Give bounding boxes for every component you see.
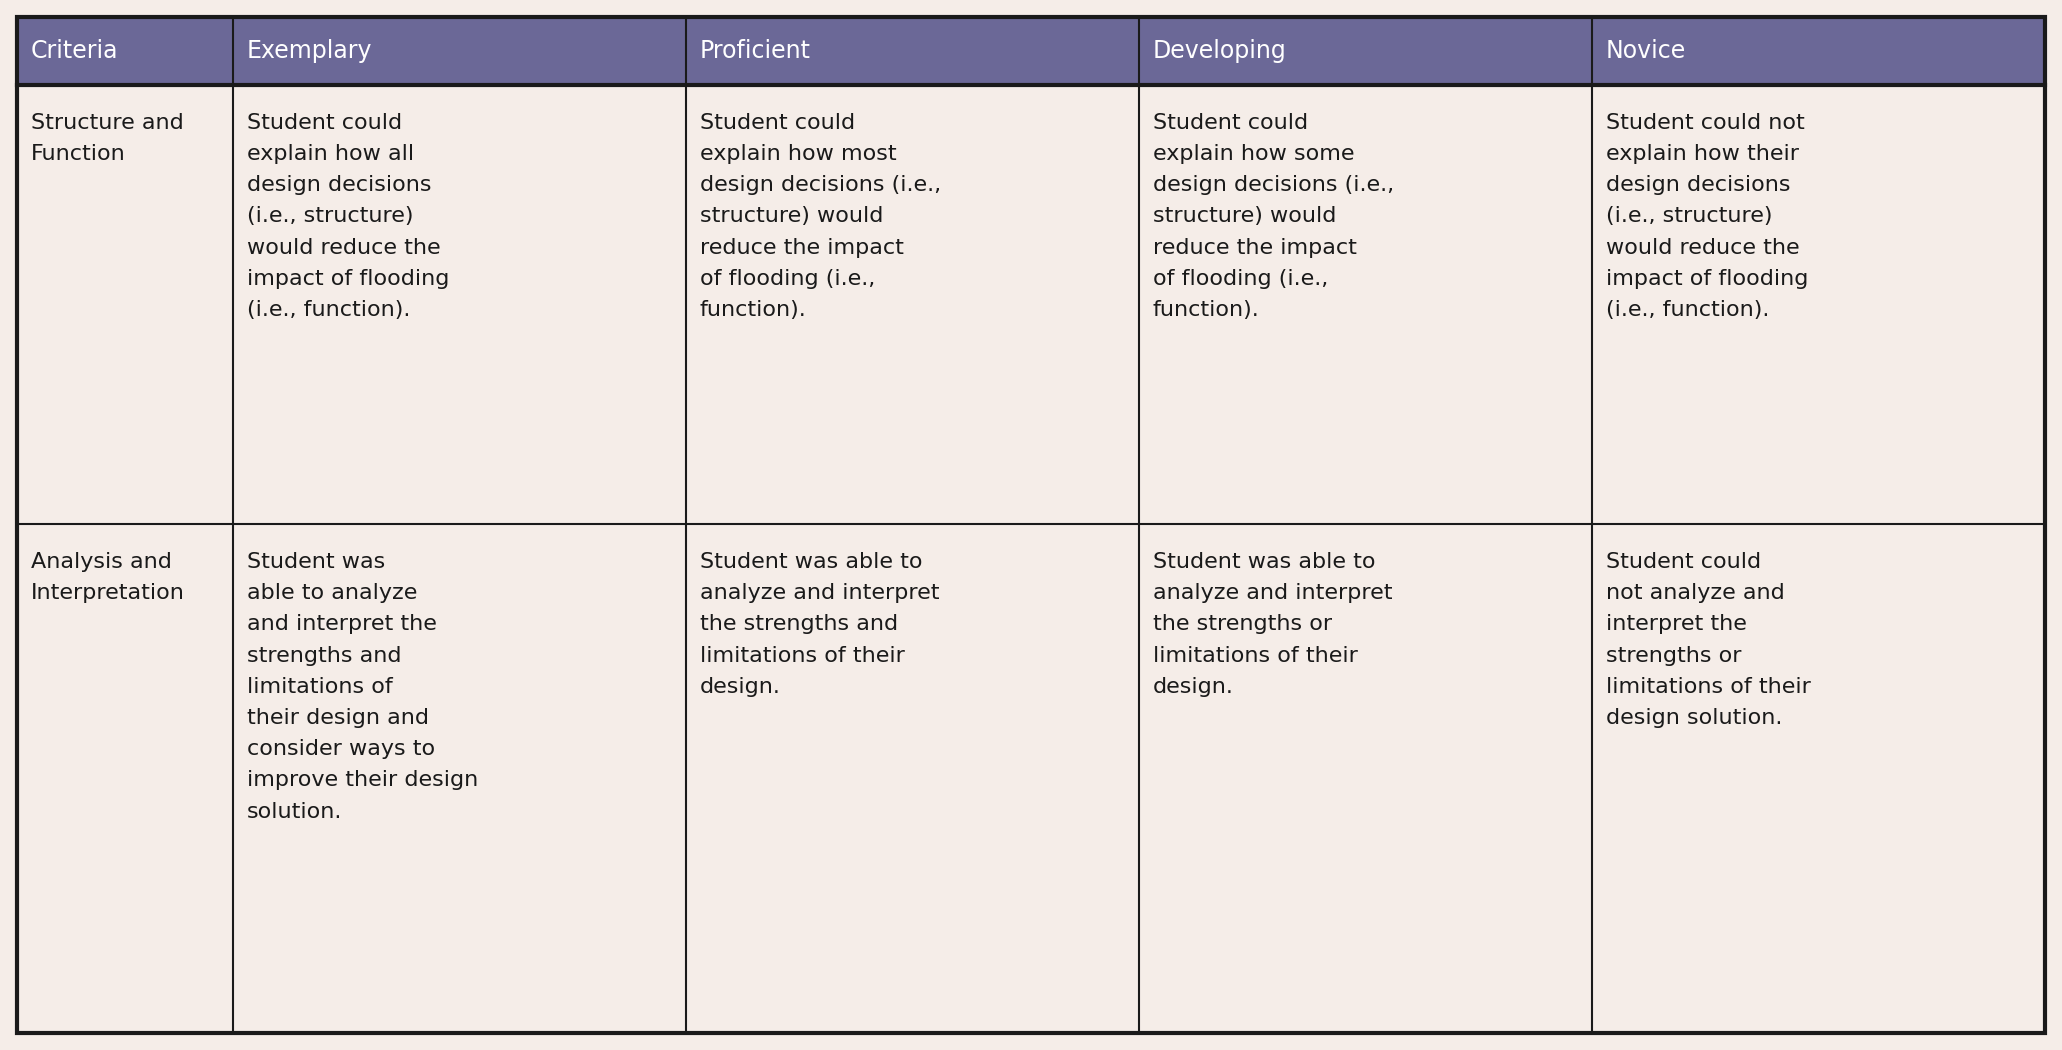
Text: Novice: Novice <box>1606 39 1687 63</box>
Text: Student could
explain how most
design decisions (i.e.,
structure) would
reduce t: Student could explain how most design de… <box>699 112 940 320</box>
Bar <box>1138 524 1592 1033</box>
Text: Student could not
explain how their
design decisions
(i.e., structure)
would red: Student could not explain how their desi… <box>1606 112 1808 320</box>
Text: Student was
able to analyze
and interpret the
strengths and
limitations of
their: Student was able to analyze and interpre… <box>247 552 478 821</box>
Bar <box>1592 524 2046 1033</box>
Text: Student was able to
analyze and interpret
the strengths and
limitations of their: Student was able to analyze and interpre… <box>699 552 940 697</box>
Bar <box>687 85 1138 524</box>
Text: Exemplary: Exemplary <box>247 39 373 63</box>
Bar <box>233 524 687 1033</box>
Text: Student could
not analyze and
interpret the
strengths or
limitations of their
de: Student could not analyze and interpret … <box>1606 552 1810 728</box>
Text: Student could
explain how all
design decisions
(i.e., structure)
would reduce th: Student could explain how all design dec… <box>247 112 450 320</box>
Bar <box>1138 85 1592 524</box>
Text: Proficient: Proficient <box>699 39 810 63</box>
Text: Analysis and
Interpretation: Analysis and Interpretation <box>31 552 186 603</box>
Bar <box>687 524 1138 1033</box>
Bar <box>16 524 233 1033</box>
Bar <box>1592 85 2046 524</box>
Text: Student was able to
analyze and interpret
the strengths or
limitations of their
: Student was able to analyze and interpre… <box>1153 552 1392 697</box>
Text: Criteria: Criteria <box>31 39 118 63</box>
Bar <box>16 85 233 524</box>
Text: Student could
explain how some
design decisions (i.e.,
structure) would
reduce t: Student could explain how some design de… <box>1153 112 1394 320</box>
Bar <box>16 17 2046 85</box>
Text: Developing: Developing <box>1153 39 1287 63</box>
Text: Structure and
Function: Structure and Function <box>31 112 184 164</box>
Bar <box>233 85 687 524</box>
